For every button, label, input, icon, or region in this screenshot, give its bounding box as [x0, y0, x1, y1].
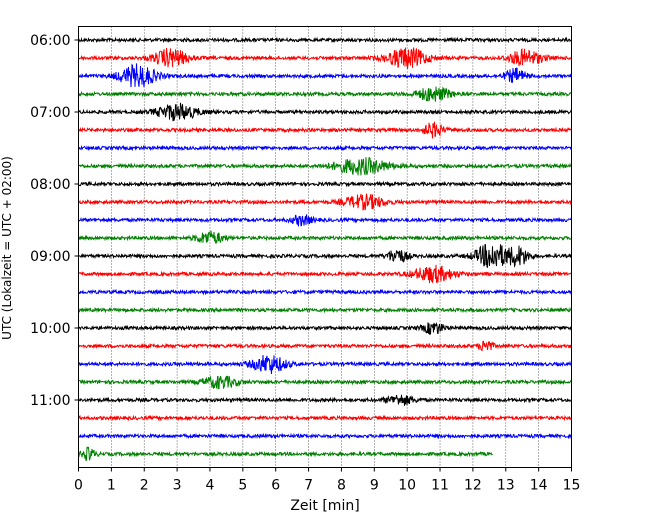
seismogram-trace-0615	[78, 47, 572, 69]
x-tick-label: 10	[398, 478, 416, 494]
seismogram-trace-0645	[78, 86, 572, 102]
seismogram-trace-1100	[78, 394, 572, 406]
x-tick-label: 2	[140, 478, 149, 494]
y-tick-label: 07:00	[30, 105, 70, 121]
x-tick-label: 12	[464, 478, 482, 494]
seismogram-trace-0700	[78, 102, 572, 122]
x-tick-label: 0	[74, 478, 83, 494]
seismogram-trace-0900	[78, 243, 572, 269]
y-tick-label: 06:00	[30, 33, 70, 49]
y-axis-ticks: 06:00 07:00 08:00 09:00 10:00 11:00	[30, 33, 79, 409]
seismogram-trace-0800	[78, 180, 572, 188]
x-tick-label: 4	[206, 478, 215, 494]
x-axis-label: Zeit [min]	[290, 498, 359, 514]
x-tick-label: 9	[370, 478, 379, 494]
x-tick-label: 11	[431, 478, 449, 494]
seismogram-trace-1000	[78, 321, 572, 335]
seismogram-trace-1045	[78, 375, 572, 390]
y-tick-label: 08:00	[30, 177, 70, 193]
y-axis-label: UTC (Lokalzeit = UTC + 02:00)	[0, 156, 14, 340]
y-tick-label: 11:00	[30, 393, 70, 409]
x-tick-label: 14	[530, 478, 548, 494]
seismogram-traces	[78, 36, 572, 461]
x-tick-label: 3	[173, 478, 182, 494]
x-tick-label: 7	[304, 478, 313, 494]
seismogram-trace-0630	[78, 63, 572, 88]
seismogram-trace-0930	[78, 288, 572, 296]
y-tick-label: 09:00	[30, 249, 70, 265]
seismogram-trace-1015	[78, 340, 572, 352]
seismogram-trace-0600	[78, 36, 572, 44]
x-tick-label: 8	[337, 478, 346, 494]
plot-frame	[78, 26, 572, 468]
seismogram-trace-0715	[78, 121, 572, 139]
x-tick-label: 1	[107, 478, 116, 494]
x-tick-label: 13	[497, 478, 515, 494]
seismogram-trace-0845	[78, 230, 572, 244]
y-tick-label: 10:00	[30, 321, 70, 337]
x-tick-label: 5	[238, 478, 247, 494]
seismogram-trace-1115	[78, 414, 572, 422]
x-tick-label: 15	[563, 478, 581, 494]
seismogram-trace-0830	[78, 214, 572, 228]
seismogram-trace-0745	[78, 157, 572, 176]
seismogram-trace-0945	[78, 306, 572, 314]
seismogram-trace-0730	[78, 144, 572, 152]
seismogram-trace-1130	[78, 432, 572, 440]
x-tick-label: 6	[271, 478, 280, 494]
seismogram-trace-0915	[78, 264, 572, 284]
seismogram-trace-1030	[78, 354, 572, 375]
seismogram-trace-1145	[78, 446, 493, 461]
x-axis-ticks: 0 1 2 3 4 5 6 7 8 9 10 11 12 13 14 15	[74, 467, 581, 494]
seismogram-trace-0815	[78, 193, 572, 211]
